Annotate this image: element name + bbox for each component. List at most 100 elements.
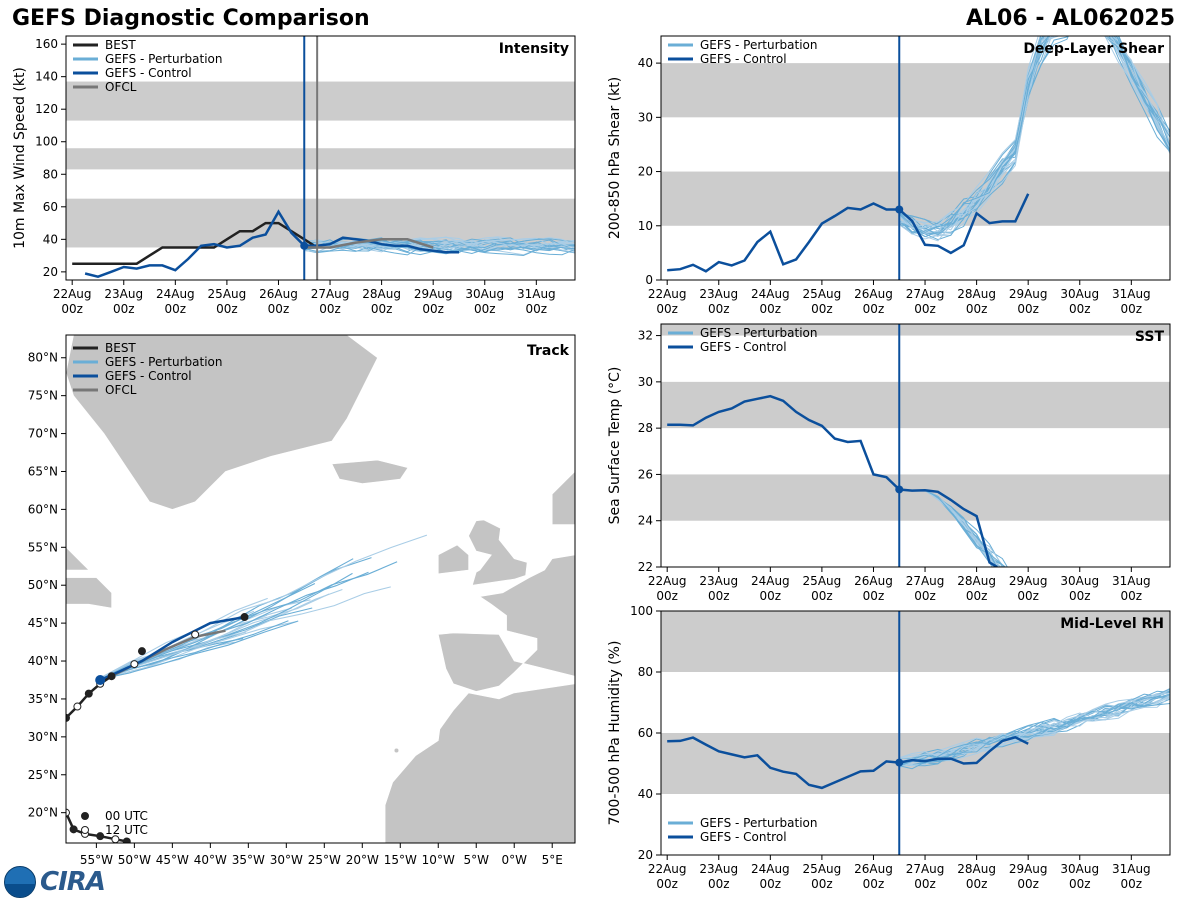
x-tick-label: 23Aug [699,862,738,876]
landmass-norway [551,471,575,525]
lat-tick-label: 35°N [28,692,58,706]
lat-tick-label: 45°N [28,616,58,630]
x-tick-label-hour: 00z [1121,589,1143,603]
x-tick-label-hour: 00z [371,302,393,316]
landmass-labrador [66,546,90,571]
x-tick-label: 27Aug [906,287,945,301]
x-tick-label-hour: 00z [268,302,290,316]
x-tick-label-hour: 00z [708,589,730,603]
y-tick-label: 160 [35,37,58,51]
legend-entry: GEFS - Control [700,52,787,66]
series-line-gefs-control [84,209,459,279]
x-tick-label: 31Aug [1112,574,1151,588]
noaa-logo-icon [4,866,36,898]
best-track-point [84,689,93,698]
x-tick-label-hour: 00z [656,877,678,891]
x-tick-label: 24Aug [751,574,790,588]
x-tick-label-hour: 00z [1069,877,1091,891]
best-track-point [96,832,105,841]
lat-tick-label: 75°N [28,389,58,403]
y-tick-label: 80 [43,167,58,181]
lon-tick-label: 5°W [463,853,489,867]
x-tick-label: 31Aug [1112,287,1151,301]
track-plot-area [66,335,575,843]
lon-tick-label: 55°W [80,853,113,867]
x-tick-label: 28Aug [957,574,996,588]
x-tick-label-hour: 00z [656,302,678,316]
panel-title: Intensity [499,41,569,57]
y-tick-label: 20 [638,165,653,179]
legend-entry: GEFS - Control [700,830,787,844]
lon-tick-label: 45°W [156,853,189,867]
landmass-europe [437,554,575,692]
sst-axes-frame [660,323,1171,568]
lon-tick-label: 30°W [270,853,303,867]
threshold-band [661,474,1170,521]
x-tick-label: 27Aug [311,287,350,301]
time-legend-marker [81,812,89,820]
ensemble-member-line [899,696,1170,759]
ensemble-member-line [899,36,1170,236]
time-legend-marker [81,826,89,834]
landmass-greenland [66,335,378,510]
x-tick-label: 30Aug [1060,287,1099,301]
x-tick-label: 24Aug [751,287,790,301]
y-tick-label: 22 [638,560,653,574]
page-title: GEFS Diagnostic Comparison [12,6,370,31]
x-tick-label-hour: 00z [863,302,885,316]
x-tick-label-hour: 00z [760,302,782,316]
landmass-iceland [331,459,409,484]
y-tick-label: 26 [638,467,653,481]
y-tick-label: 30 [638,375,653,389]
lat-tick-label: 50°N [28,578,58,592]
lon-tick-label: 0°W [501,853,527,867]
y-axis-label: Sea Surface Temp (°C) [607,367,623,525]
x-tick-label: 26Aug [854,287,893,301]
x-tick-label: 31Aug [1112,862,1151,876]
x-tick-label-hour: 00z [422,302,444,316]
series-line-best [72,221,318,265]
initialization-point [895,485,904,494]
y-tick-label: 80 [638,665,653,679]
x-tick-label-hour: 00z [1069,589,1091,603]
y-axis-label: 10m Max Wind Speed (kt) [12,67,28,249]
legend-entry: OFCL [105,383,137,397]
x-tick-label-hour: 00z [1017,589,1039,603]
lat-tick-label: 30°N [28,730,58,744]
legend-entry: GEFS - Perturbation [105,52,222,66]
x-tick-label: 22Aug [648,862,687,876]
x-tick-label: 29Aug [1009,574,1048,588]
x-tick-label-hour: 00z [319,302,341,316]
lon-tick-label: 50°W [118,853,151,867]
threshold-band [661,63,1170,118]
x-tick-label: 23Aug [699,574,738,588]
lat-tick-label: 65°N [28,464,58,478]
x-tick-label-hour: 00z [1121,302,1143,316]
initialization-point [300,241,309,250]
lon-tick-label: 20°W [346,853,379,867]
y-tick-label: 60 [43,200,58,214]
x-tick-label-hour: 00z [966,589,988,603]
track-axes-frame [65,334,576,844]
lat-tick-label: 70°N [28,427,58,441]
x-tick-label: 31Aug [517,287,556,301]
rh-plot-area [661,611,1170,855]
initial-position [95,674,106,685]
x-tick-label: 30Aug [1060,574,1099,588]
x-tick-label-hour: 00z [811,589,833,603]
y-tick-label: 10 [638,219,653,233]
x-tick-label: 27Aug [906,862,945,876]
best-track-point [107,672,116,681]
x-tick-label-hour: 00z [216,302,238,316]
initialization-point [895,758,904,767]
panel-title: Track [527,343,570,359]
panel-title: Mid-Level RH [1060,616,1164,632]
ensemble-member-line [899,36,1170,234]
y-tick-label: 40 [638,787,653,801]
x-tick-label-hour: 00z [760,589,782,603]
initialization-point [895,205,904,214]
series-line-gefs-control [667,394,998,567]
ensemble-track [96,620,299,681]
ensemble-track [96,586,391,681]
